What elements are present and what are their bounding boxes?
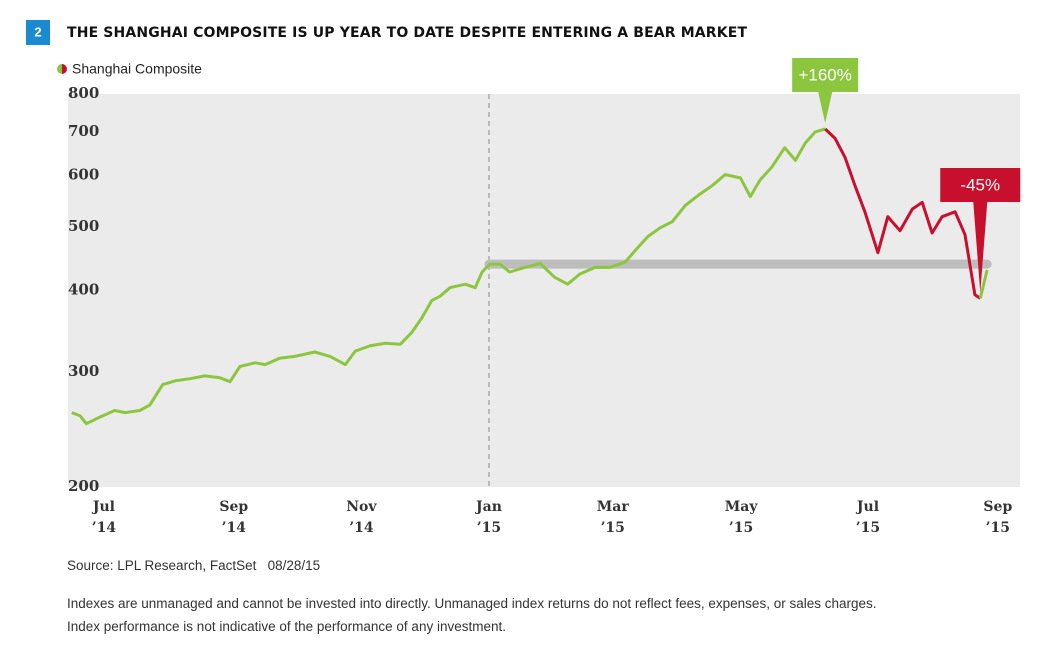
y-tick-label: 700 (68, 122, 99, 140)
legend-label: Shanghai Composite (72, 61, 202, 77)
series-line (824, 127, 982, 300)
x-tick-label: Jul ’15 (855, 499, 881, 536)
y-tick-label: 800 (68, 84, 99, 102)
legend-icon-right (62, 64, 67, 74)
legend-icon-left (57, 64, 62, 74)
x-tick-label: Mar ’15 (596, 499, 629, 536)
annotation-box (940, 168, 1021, 202)
source: Source: LPL Research, FactSet 08/28/15 (67, 558, 321, 573)
annotation-box (792, 58, 859, 92)
annotation-label: -45% (960, 175, 1000, 194)
note: Indexes are unmanaged and cannot be inve… (67, 596, 877, 611)
badge-box (26, 20, 50, 45)
annotation-pointer (818, 92, 833, 124)
y-tick-label: 500 (68, 217, 99, 235)
x-tick-label: May ’15 (724, 499, 758, 536)
series-line (978, 269, 989, 299)
annotation-pointer (973, 202, 988, 293)
x-tick-label: Sep ’14 (219, 499, 249, 536)
y-tick-label: 600 (68, 166, 99, 184)
y-tick-label: 300 (68, 362, 99, 380)
y-tick-label: 400 (68, 281, 99, 299)
chart-title: THE SHANGHAI COMPOSITE IS UP YEAR TO DAT… (67, 25, 747, 41)
x-tick-label: Jul ’14 (91, 499, 117, 536)
x-tick-label: Jan ’15 (476, 499, 502, 536)
plot-area (68, 94, 1020, 487)
note: Index performance is not indicative of t… (67, 619, 506, 634)
x-tick-label: Nov ’14 (346, 499, 377, 536)
badge: 2 (34, 24, 41, 39)
x-tick-label: Sep ’15 (983, 499, 1013, 536)
legend: Shanghai Composite (57, 61, 202, 77)
y-tick-label: 200 (68, 477, 99, 495)
series-line (71, 127, 826, 426)
annotation-label: +160% (798, 65, 851, 84)
